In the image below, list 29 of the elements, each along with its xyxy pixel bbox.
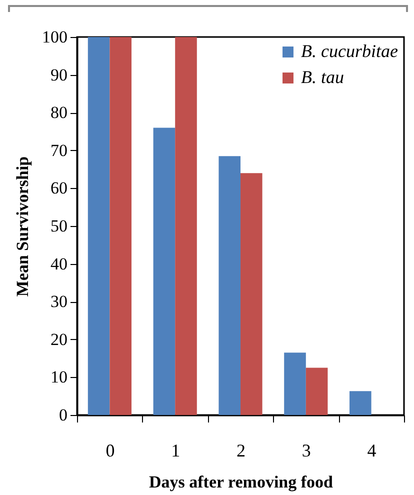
bar bbox=[175, 37, 197, 415]
y-tick-label: 20 bbox=[50, 330, 68, 349]
legend-label: B. tau bbox=[301, 67, 344, 87]
x-tick-label: 4 bbox=[367, 440, 376, 460]
bar bbox=[153, 128, 176, 415]
x-axis-title: Days after removing food bbox=[149, 472, 334, 492]
y-tick-label: 60 bbox=[50, 178, 68, 198]
legend-label: B. cucurbitae bbox=[301, 41, 398, 61]
x-tick-label: 0 bbox=[106, 440, 115, 460]
y-tick-label: 90 bbox=[50, 65, 68, 84]
y-tick-label: 50 bbox=[50, 216, 68, 236]
x-tick-label: 1 bbox=[171, 440, 180, 460]
bar bbox=[88, 37, 110, 415]
bar bbox=[110, 37, 132, 415]
x-tick-label: 2 bbox=[236, 440, 246, 460]
bar bbox=[240, 173, 262, 415]
bar bbox=[306, 368, 328, 415]
y-tick-label: 40 bbox=[50, 254, 68, 274]
bar bbox=[218, 156, 240, 415]
y-tick-label: 0 bbox=[59, 406, 68, 424]
y-axis-title: Mean Survivorship bbox=[13, 156, 32, 297]
bar bbox=[350, 391, 372, 415]
y-tick-label: 70 bbox=[50, 140, 68, 160]
y-tick-label: 100 bbox=[42, 28, 68, 46]
bar bbox=[284, 352, 306, 415]
y-tick-label: 80 bbox=[50, 103, 68, 122]
x-tick-label: 3 bbox=[302, 440, 311, 460]
y-tick-label: 10 bbox=[50, 368, 68, 387]
y-tick-label: 30 bbox=[50, 292, 68, 312]
